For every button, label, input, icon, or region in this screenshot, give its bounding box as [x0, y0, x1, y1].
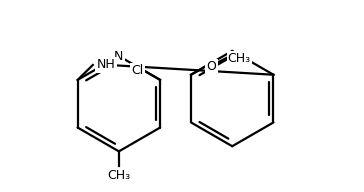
Text: CH₃: CH₃: [107, 169, 130, 182]
Text: NH: NH: [97, 59, 115, 71]
Text: O: O: [206, 60, 216, 73]
Text: Cl: Cl: [131, 64, 143, 77]
Text: N: N: [114, 50, 124, 63]
Text: CH₃: CH₃: [228, 51, 251, 65]
